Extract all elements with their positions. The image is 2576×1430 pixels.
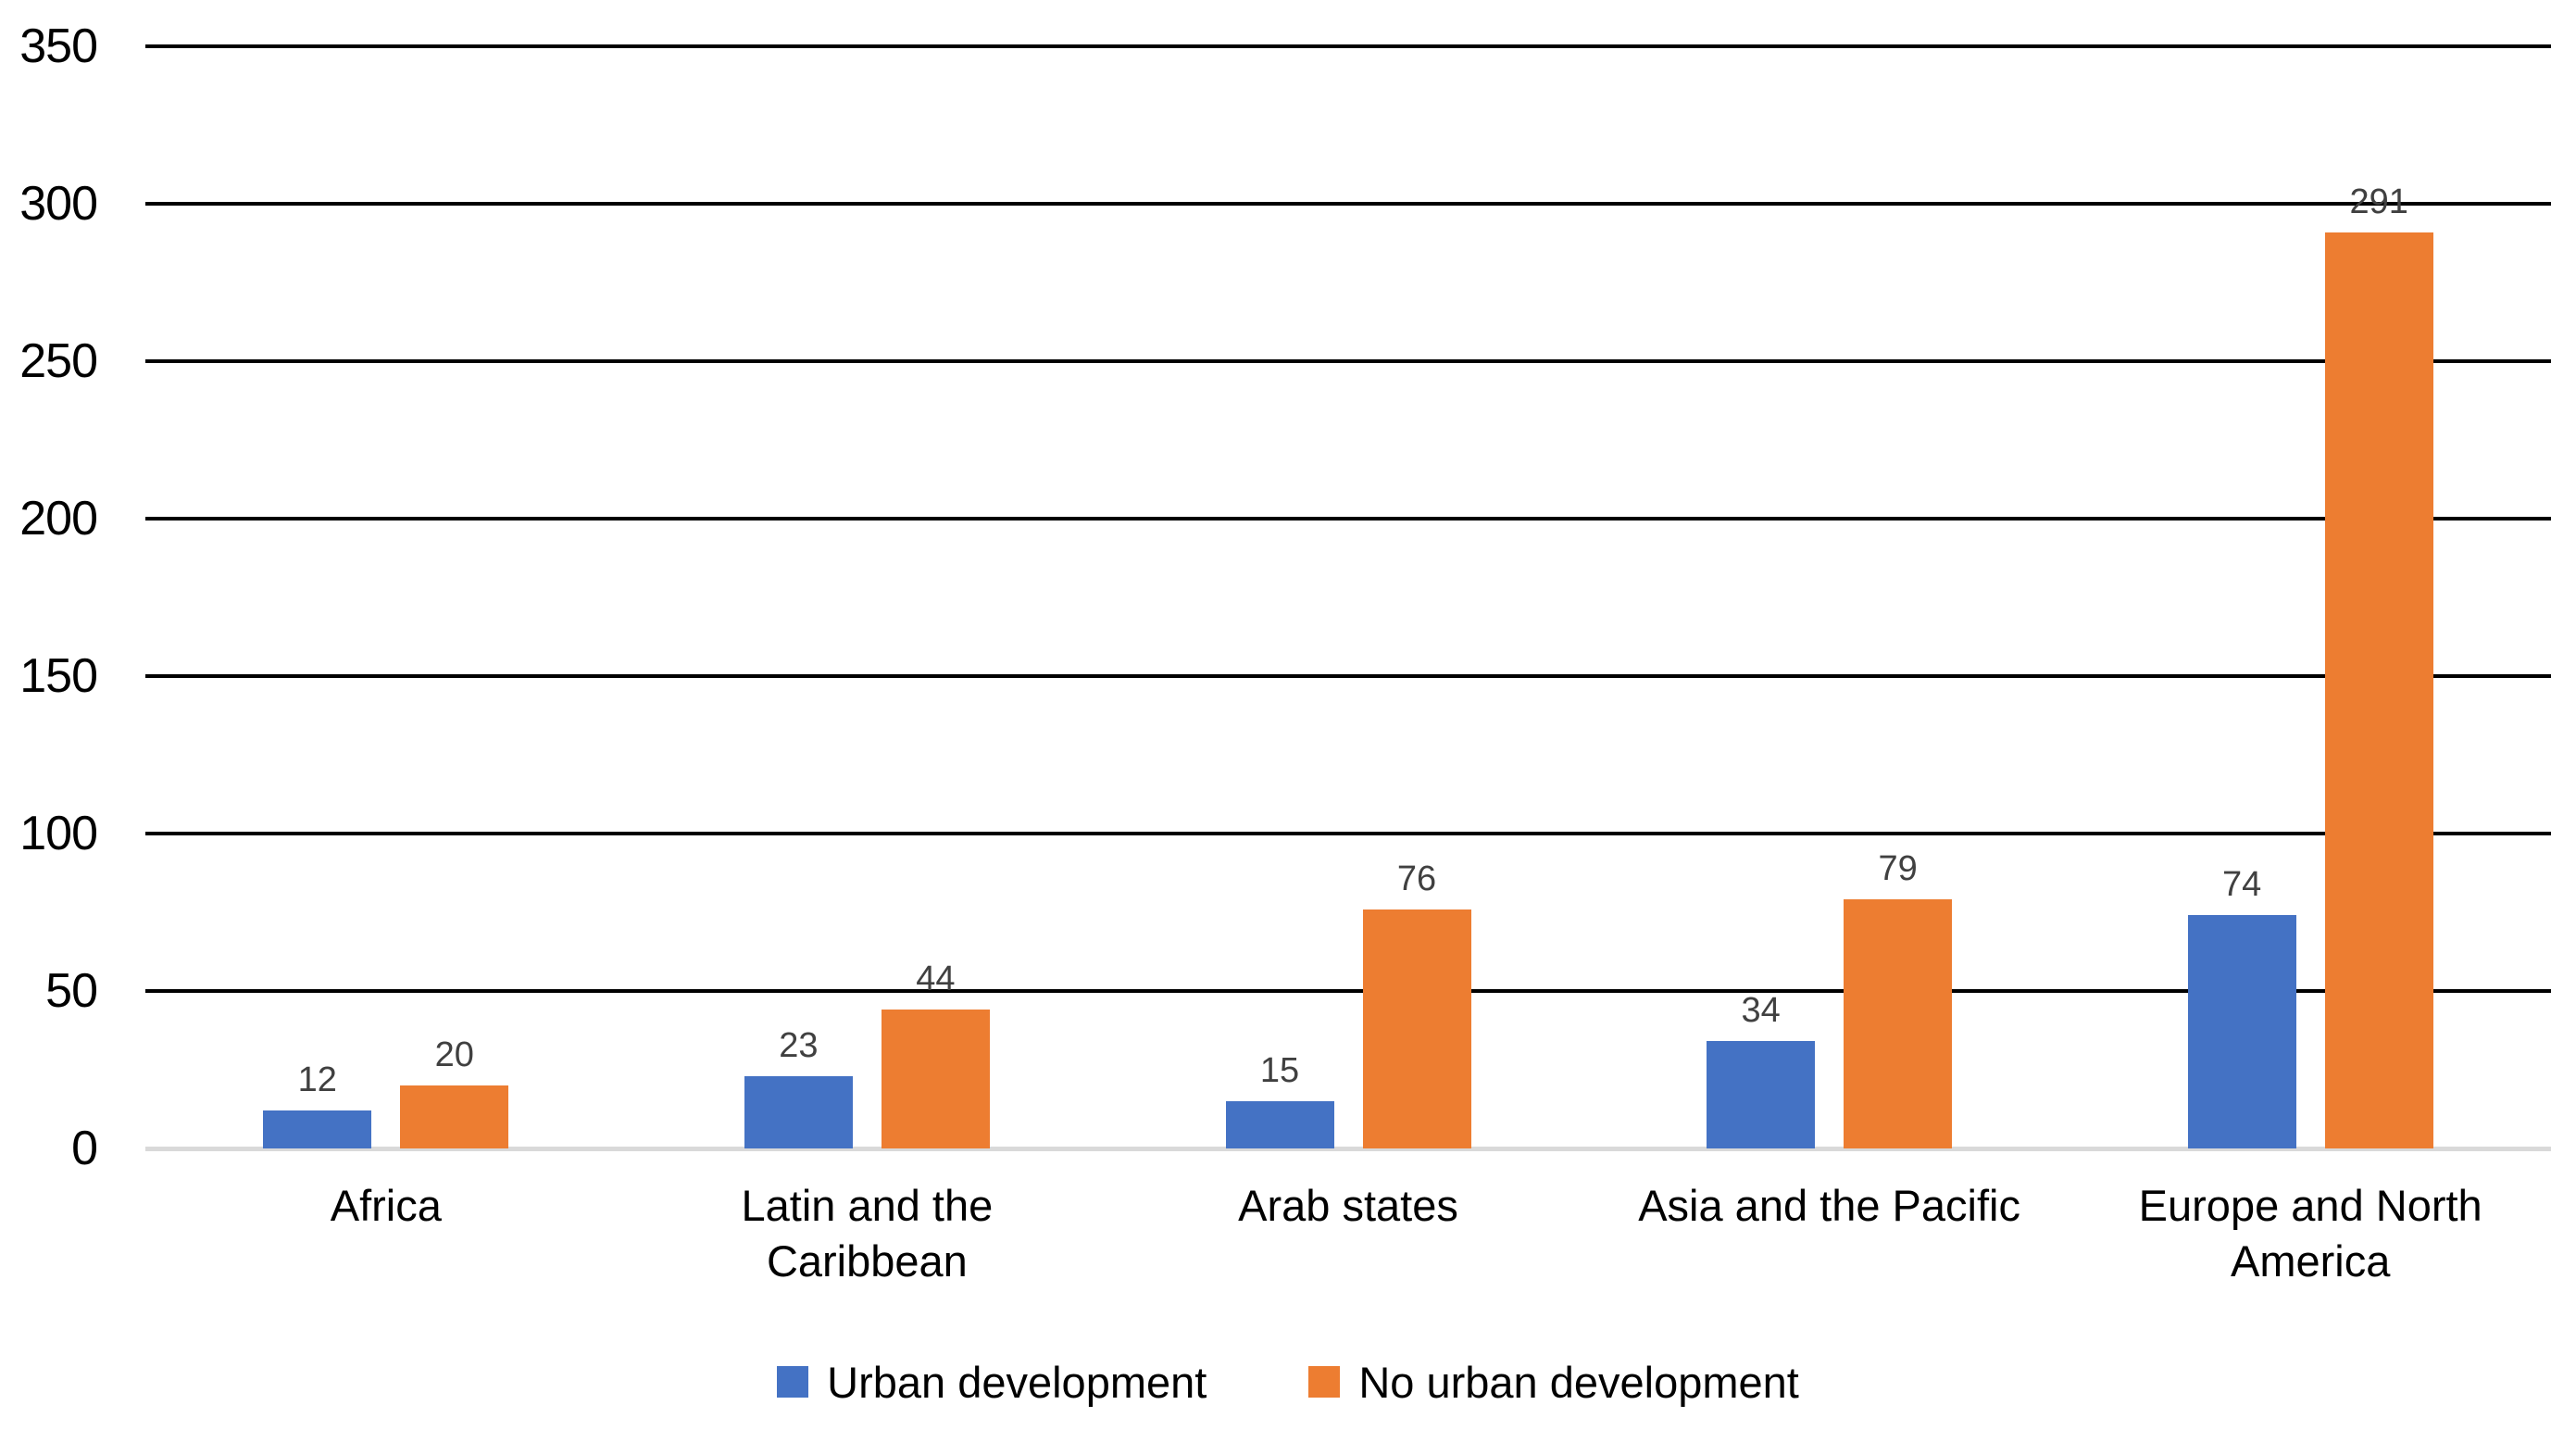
bar-urban-development-africa <box>263 1110 372 1148</box>
category-label-arab-states: Arab states <box>1238 1181 1458 1230</box>
data-label: 34 <box>1741 991 1781 1031</box>
legend-label: Urban development <box>827 1357 1207 1407</box>
bar-no-urban-development-africa <box>400 1085 509 1148</box>
gridline-300 <box>145 202 2551 206</box>
data-label: 23 <box>779 1025 819 1065</box>
gridline-50 <box>145 989 2551 993</box>
bar-urban-development-asia-and-the-pacific <box>1707 1041 1816 1148</box>
data-label: 12 <box>297 1060 337 1100</box>
category-label-africa: Africa <box>330 1181 442 1230</box>
bar-no-urban-development-arab-states <box>1362 909 1471 1148</box>
bar-no-urban-development-asia-and-the-pacific <box>1844 899 1953 1148</box>
legend-item-urban-development: Urban development <box>777 1357 1207 1408</box>
gridline-200 <box>145 517 2551 521</box>
y-tick-label-0: 0 <box>71 1122 98 1175</box>
data-label: 44 <box>916 960 956 999</box>
data-label: 291 <box>2349 182 2408 221</box>
gridline-350 <box>145 44 2551 48</box>
y-tick-label-200: 200 <box>19 492 98 546</box>
data-label: 20 <box>434 1035 474 1074</box>
bar-urban-development-arab-states <box>1225 1101 1334 1148</box>
legend-item-no-urban-development: No urban development <box>1308 1357 1799 1408</box>
y-tick-label-300: 300 <box>19 177 98 231</box>
x-axis-line <box>145 1146 2551 1151</box>
y-tick-label-100: 100 <box>19 807 98 860</box>
gridline-250 <box>145 359 2551 363</box>
data-label: 79 <box>1878 849 1918 889</box>
legend-marker-icon <box>777 1366 809 1398</box>
bar-urban-development-europe-and-north-america <box>2187 915 2296 1148</box>
chart-legend: Urban development No urban development <box>0 1345 2576 1419</box>
bar-urban-development-latin-and-the-caribbean <box>744 1075 853 1148</box>
data-label: 15 <box>1259 1051 1300 1090</box>
category-label-europe-and-north-america: Europe and North America <box>2138 1181 2482 1286</box>
data-label: 74 <box>2222 865 2262 905</box>
category-label-latin-and-the-caribbean: Latin and the Caribbean <box>741 1181 994 1286</box>
gridline-150 <box>145 674 2551 678</box>
y-tick-label-50: 50 <box>45 964 98 1018</box>
legend-label: No urban development <box>1358 1357 1799 1407</box>
y-tick-label-350: 350 <box>19 19 98 73</box>
bar-no-urban-development-latin-and-the-caribbean <box>881 1010 990 1148</box>
gridline-100 <box>145 832 2551 835</box>
category-label-asia-and-the-pacific: Asia and the Pacific <box>1638 1181 2020 1230</box>
y-tick-label-150: 150 <box>19 649 98 703</box>
bar-no-urban-development-europe-and-north-america <box>2324 232 2433 1148</box>
y-tick-label-250: 250 <box>19 334 98 388</box>
data-label: 76 <box>1396 859 1437 898</box>
legend-marker-icon <box>1308 1366 1341 1398</box>
